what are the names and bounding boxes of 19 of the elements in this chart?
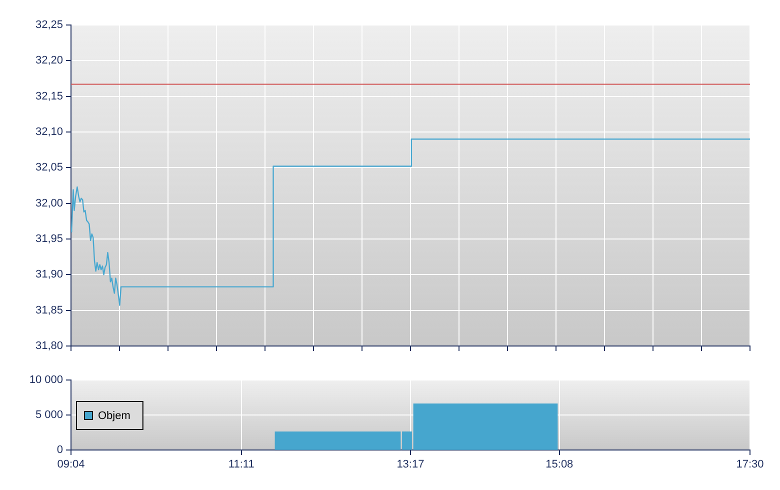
y-tick-label: 31,95 <box>35 233 63 246</box>
y-tick-label: 32,20 <box>35 54 63 67</box>
x-tick-label: 13:17 <box>396 458 424 471</box>
y-tick-label: 5 000 <box>35 409 63 422</box>
x-tick-label: 11:11 <box>228 458 254 471</box>
x-tick-label: 17:30 <box>736 458 764 471</box>
x-tick-label: 15:08 <box>546 458 574 471</box>
y-tick-label: 31,85 <box>35 304 63 316</box>
x-tick-label: 09:04 <box>57 458 85 471</box>
legend-label: Objem <box>98 410 130 422</box>
y-tick-label: 0 <box>56 444 63 456</box>
y-tick-label: 31,80 <box>35 340 63 352</box>
y-tick-label: 10 000 <box>29 374 63 386</box>
y-tick-label: 31,90 <box>35 268 63 281</box>
y-tick-label: 32,00 <box>35 197 63 210</box>
y-tick-label: 32,25 <box>35 19 63 32</box>
y-tick-label: 32,05 <box>35 162 63 174</box>
y-tick-label: 32,15 <box>35 90 63 102</box>
y-tick-label: 32,10 <box>35 126 63 138</box>
